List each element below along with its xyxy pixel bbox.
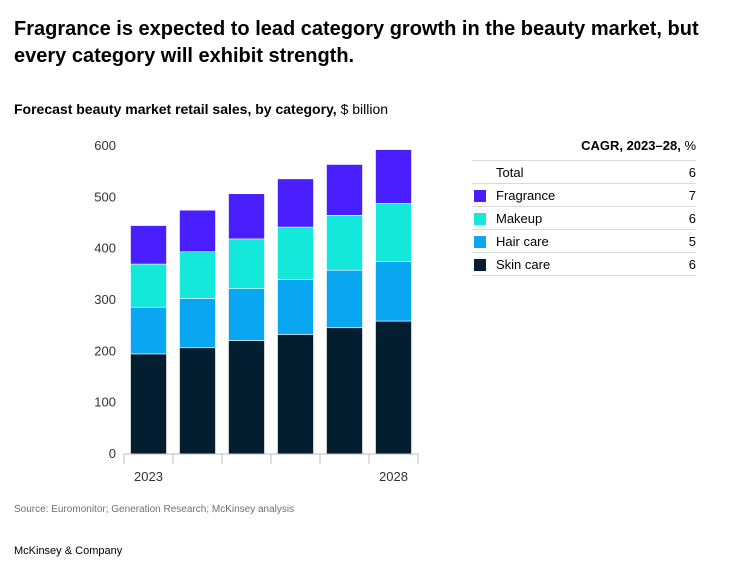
legend-value: 5 — [666, 229, 696, 253]
y-tick-label: 600 — [94, 138, 116, 153]
bar-segment-hair-care — [277, 279, 314, 335]
bar-segment-fragrance — [326, 164, 363, 216]
legend-label: Makeup — [496, 206, 666, 230]
bar-segment-fragrance — [228, 193, 265, 240]
y-tick-label: 100 — [94, 395, 116, 410]
legend-value: 7 — [666, 183, 696, 207]
y-tick-label: 500 — [94, 189, 116, 204]
bar-segment-fragrance — [375, 149, 412, 204]
cagr-unit: % — [684, 138, 696, 153]
source-note: Source: Euromonitor; Generation Research… — [14, 504, 295, 515]
y-tick-label: 200 — [94, 343, 116, 358]
bar-segment-skin-care — [228, 340, 265, 455]
bar-segment-makeup — [326, 215, 363, 271]
bar-segment-hair-care — [228, 288, 265, 341]
chart-subtitle: Forecast beauty market retail sales, by … — [14, 100, 388, 118]
bar-segment-makeup — [228, 238, 265, 290]
legend-label: Hair care — [496, 229, 666, 253]
bar-segment-hair-care — [326, 269, 363, 329]
bar-segment-skin-care — [130, 353, 167, 455]
legend-row-fragrance: Fragrance 7 — [472, 183, 696, 207]
subtitle-unit: $ billion — [340, 101, 389, 117]
y-tick-label: 400 — [94, 241, 116, 256]
legend-swatch-fragrance — [474, 190, 486, 203]
x-tick-label: 2023 — [134, 469, 163, 484]
bar-segment-fragrance — [277, 178, 314, 228]
bar-segment-hair-care — [130, 306, 167, 355]
bar-segment-fragrance — [179, 209, 216, 253]
y-tick-label: 0 — [109, 446, 116, 461]
legend-value: 6 — [666, 160, 696, 184]
legend-swatch-hair-care — [474, 236, 486, 249]
bar-segment-skin-care — [179, 347, 216, 455]
cagr-header: CAGR, 2023–28, % — [540, 138, 696, 153]
legend-label: Skin care — [496, 252, 666, 276]
cagr-title: CAGR, 2023–28, — [581, 138, 681, 153]
bar-segment-makeup — [375, 203, 412, 262]
legend-swatch-cell — [472, 160, 496, 184]
subtitle-main: Forecast beauty market retail sales, by … — [14, 101, 337, 117]
y-tick-label: 300 — [94, 292, 116, 307]
bar-segment-makeup — [277, 226, 314, 280]
bar-segment-hair-care — [375, 261, 412, 322]
legend-row-hair-care: Hair care 5 — [472, 229, 696, 253]
bar-segment-skin-care — [375, 320, 412, 455]
legend-table: Total 6 Fragrance 7 Makeup 6 Hair care 5… — [472, 160, 696, 276]
legend-value: 6 — [666, 252, 696, 276]
bar-segment-hair-care — [179, 298, 216, 349]
bar-segment-makeup — [130, 263, 167, 308]
chart-headline: Fragrance is expected to lead category g… — [14, 18, 699, 67]
brand-logo-text: McKinsey & Company — [14, 545, 123, 557]
legend-value: 6 — [666, 206, 696, 230]
stacked-bar-chart: 0 100 200 300 400 500 600 2023 2028 — [94, 138, 419, 484]
bar-segment-skin-care — [326, 327, 363, 455]
legend-label: Fragrance — [496, 183, 666, 207]
legend-row-total: Total 6 — [472, 160, 696, 184]
legend-swatch-makeup — [474, 213, 486, 226]
bar-segment-makeup — [179, 251, 216, 299]
legend-row-makeup: Makeup 6 — [472, 206, 696, 230]
x-tick-label: 2028 — [379, 469, 408, 484]
bar-segment-fragrance — [130, 225, 167, 265]
legend-row-skin-care: Skin care 6 — [472, 252, 696, 276]
bar-segment-skin-care — [277, 334, 314, 455]
legend-swatch-skin-care — [474, 259, 486, 272]
legend-label: Total — [496, 160, 666, 184]
